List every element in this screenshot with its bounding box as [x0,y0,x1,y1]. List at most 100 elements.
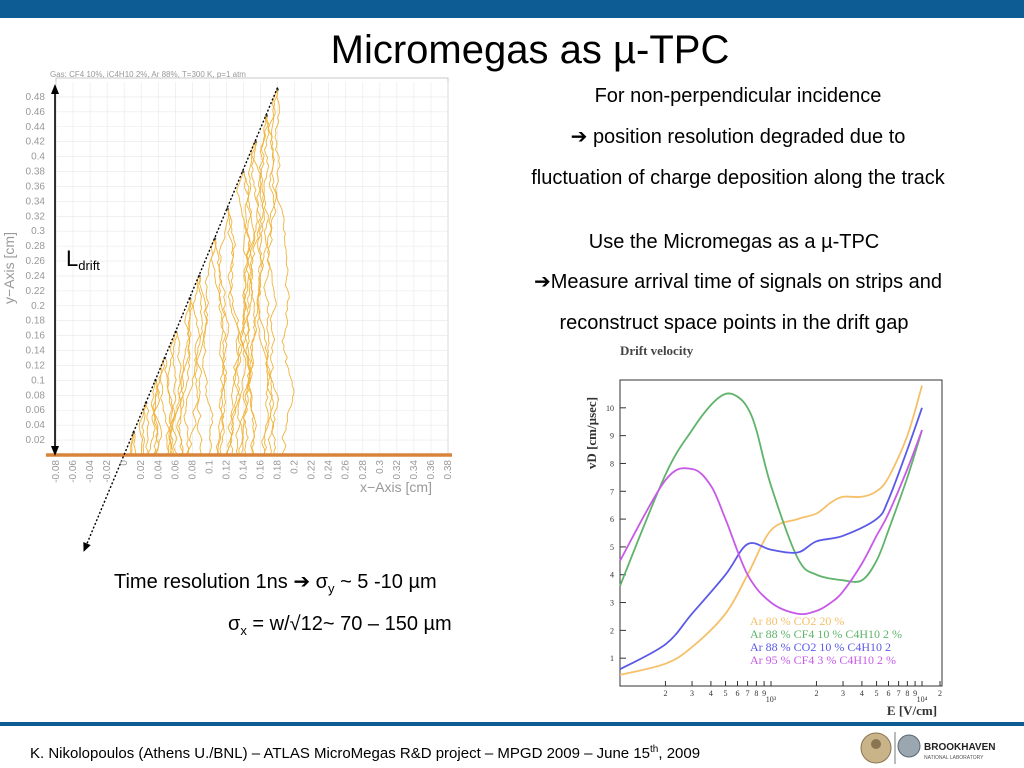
y-tick-label: 0.08 [26,390,46,401]
athens-head-icon [871,739,881,749]
arrow-head-icon [51,84,59,94]
drift-track [144,402,150,456]
ionization-point [241,170,245,173]
y-tick-label: 5 [610,543,614,552]
x-tick-label: 0.2 [290,460,301,474]
y-axis-label: y−Axis [cm] [1,232,17,304]
y-tick-labels: 0.02 0.04 0.06 0.08 0.1 0.12 0.14 0.16 0.18 0.2 0.… [26,92,46,446]
drift-track [247,89,278,456]
text-line: ➔ position resolution degraded due to [570,126,906,148]
footer-text: K. Nikolopoulos (Athens U./BNL) – ATLAS … [30,744,701,762]
y-tick-label: 0.44 [26,122,46,133]
series-line [619,392,923,587]
x-tick-label: 4 [860,689,864,698]
drift-track [185,275,203,456]
x-tick-label: 5 [875,689,879,698]
x-tick-label: 0.08 [187,460,198,480]
logo-subtext: NATIONAL LABORATORY [924,755,984,761]
arrow-head-icon [83,541,91,552]
drift-track [133,432,137,456]
x-tick-label: 0.16 [256,460,267,480]
x-tick-label: 0.38 [443,460,454,480]
top-bar [0,0,1024,18]
x-tick-label: 0.3 [375,460,386,474]
drift-track [226,208,240,456]
drift-simulation-plot: 0.02 0.04 0.06 0.08 0.1 0.12 0.14 0.16 0.18 0.2 0.… [1,70,454,553]
drift-track [165,331,178,456]
y-tick-label: 8 [610,459,614,468]
x-tick-label: 10³ [766,695,777,704]
x-tick-label: 7 [897,689,901,698]
y-tick-label: 0.12 [26,360,46,371]
series-line [619,385,923,676]
drift-track [172,298,192,456]
drift-track [147,380,161,456]
y-tick-label: 2 [610,626,614,635]
y-tick-label: 0.2 [31,301,45,312]
drift-track [169,298,194,456]
drift-track [263,115,280,456]
y-tick-label: 7 [610,487,614,496]
drift-track [256,115,275,456]
plot-title: Gas: CF4 10%, iC4H10 2%, Ar 88%, T=300 K… [50,70,246,79]
text-line: For non-perpendicular incidence [594,85,882,107]
y-tick-label: 0.34 [26,196,46,207]
x-tick-label: 0.04 [153,460,164,480]
slide-title: Micromegas as µ-TPC [330,28,730,72]
drift-tracks [128,88,295,456]
y-tick-label: 0.06 [26,405,46,416]
y-tick-label: 0.02 [26,435,46,446]
x-tick-label: 0.26 [341,460,352,480]
drift-track [167,331,176,456]
ldrift-label: Ldrift [66,246,100,273]
y-tick-label: 0.26 [26,256,46,267]
y-tick-label: 0.3 [31,226,45,237]
chart-frame [619,379,943,687]
x-tick-label: 0.32 [392,460,403,480]
bnl-globe-icon [897,734,921,758]
legend-entry: Ar 95 % CF4 3 % C4H10 2 % [750,653,896,667]
x-tick-label: 5 [724,689,728,698]
x-tick-label: 2 [663,689,667,698]
x-tick-label: 6 [887,689,891,698]
text-line: reconstruct space points in the drift ga… [559,312,909,334]
x-tick-label: 6 [736,689,740,698]
x-tick-label: 9 [913,689,917,698]
drift-track [242,141,262,455]
y-tick-label: 0.36 [26,181,46,192]
drift-track [213,238,227,456]
x-tick-label: 3 [690,689,694,698]
x-tick-label: 0.34 [409,460,420,480]
y-tick-label: 10 [606,404,614,413]
y-tick-label: 0.22 [26,286,46,297]
y-tick-label: 0.04 [26,420,46,431]
arrow-head-icon [51,446,59,456]
x-tick-label: 0.02 [136,460,147,480]
x-axis-label: E [V/cm] [887,703,937,718]
y-axis-label: vD [cm/µsec] [584,397,599,469]
text-line: Use the Micromegas as a µ-TPC [588,231,880,253]
x-tick-label: -0.06 [68,460,79,483]
drift-track [202,238,217,456]
y-tick-label: 0.18 [26,316,46,327]
y-tick-label: 0.38 [26,167,46,178]
x-tick-label: 0.28 [358,460,369,480]
x-tick-label: 4 [709,689,713,698]
y-tick-label: 0.1 [31,375,45,386]
y-tick-label: 0.46 [26,107,46,118]
drift-track [152,380,160,456]
x-tick-label: 8 [905,689,909,698]
arrow-icon: ➔ [533,271,551,293]
y-tick-label: 0.14 [26,346,46,357]
x-tick-label: 2 [814,689,818,698]
y-tick-label: 0.16 [26,331,46,342]
x-tick-label: 0.24 [324,460,335,480]
arrow-icon: ➔ [570,126,588,148]
logo-text: BROOKHAVEN [924,742,995,753]
ionization-point [254,140,257,143]
y-tick-label: 0.24 [26,271,46,282]
y-tick-label: 6 [610,515,614,524]
x-tick-label: 9 [762,689,766,698]
drift-track [210,238,227,456]
